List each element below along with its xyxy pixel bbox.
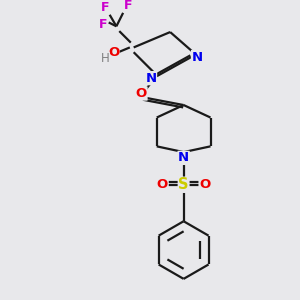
Text: H: H (100, 52, 109, 65)
Text: F: F (99, 18, 107, 31)
Text: O: O (157, 178, 168, 191)
Text: O: O (136, 87, 147, 100)
Text: O: O (108, 46, 119, 59)
Text: S: S (178, 177, 189, 192)
Text: F: F (124, 0, 132, 12)
Text: N: N (146, 72, 157, 85)
Text: N: N (178, 152, 189, 164)
Text: O: O (199, 178, 210, 191)
Text: N: N (191, 50, 203, 64)
Text: F: F (100, 1, 109, 13)
